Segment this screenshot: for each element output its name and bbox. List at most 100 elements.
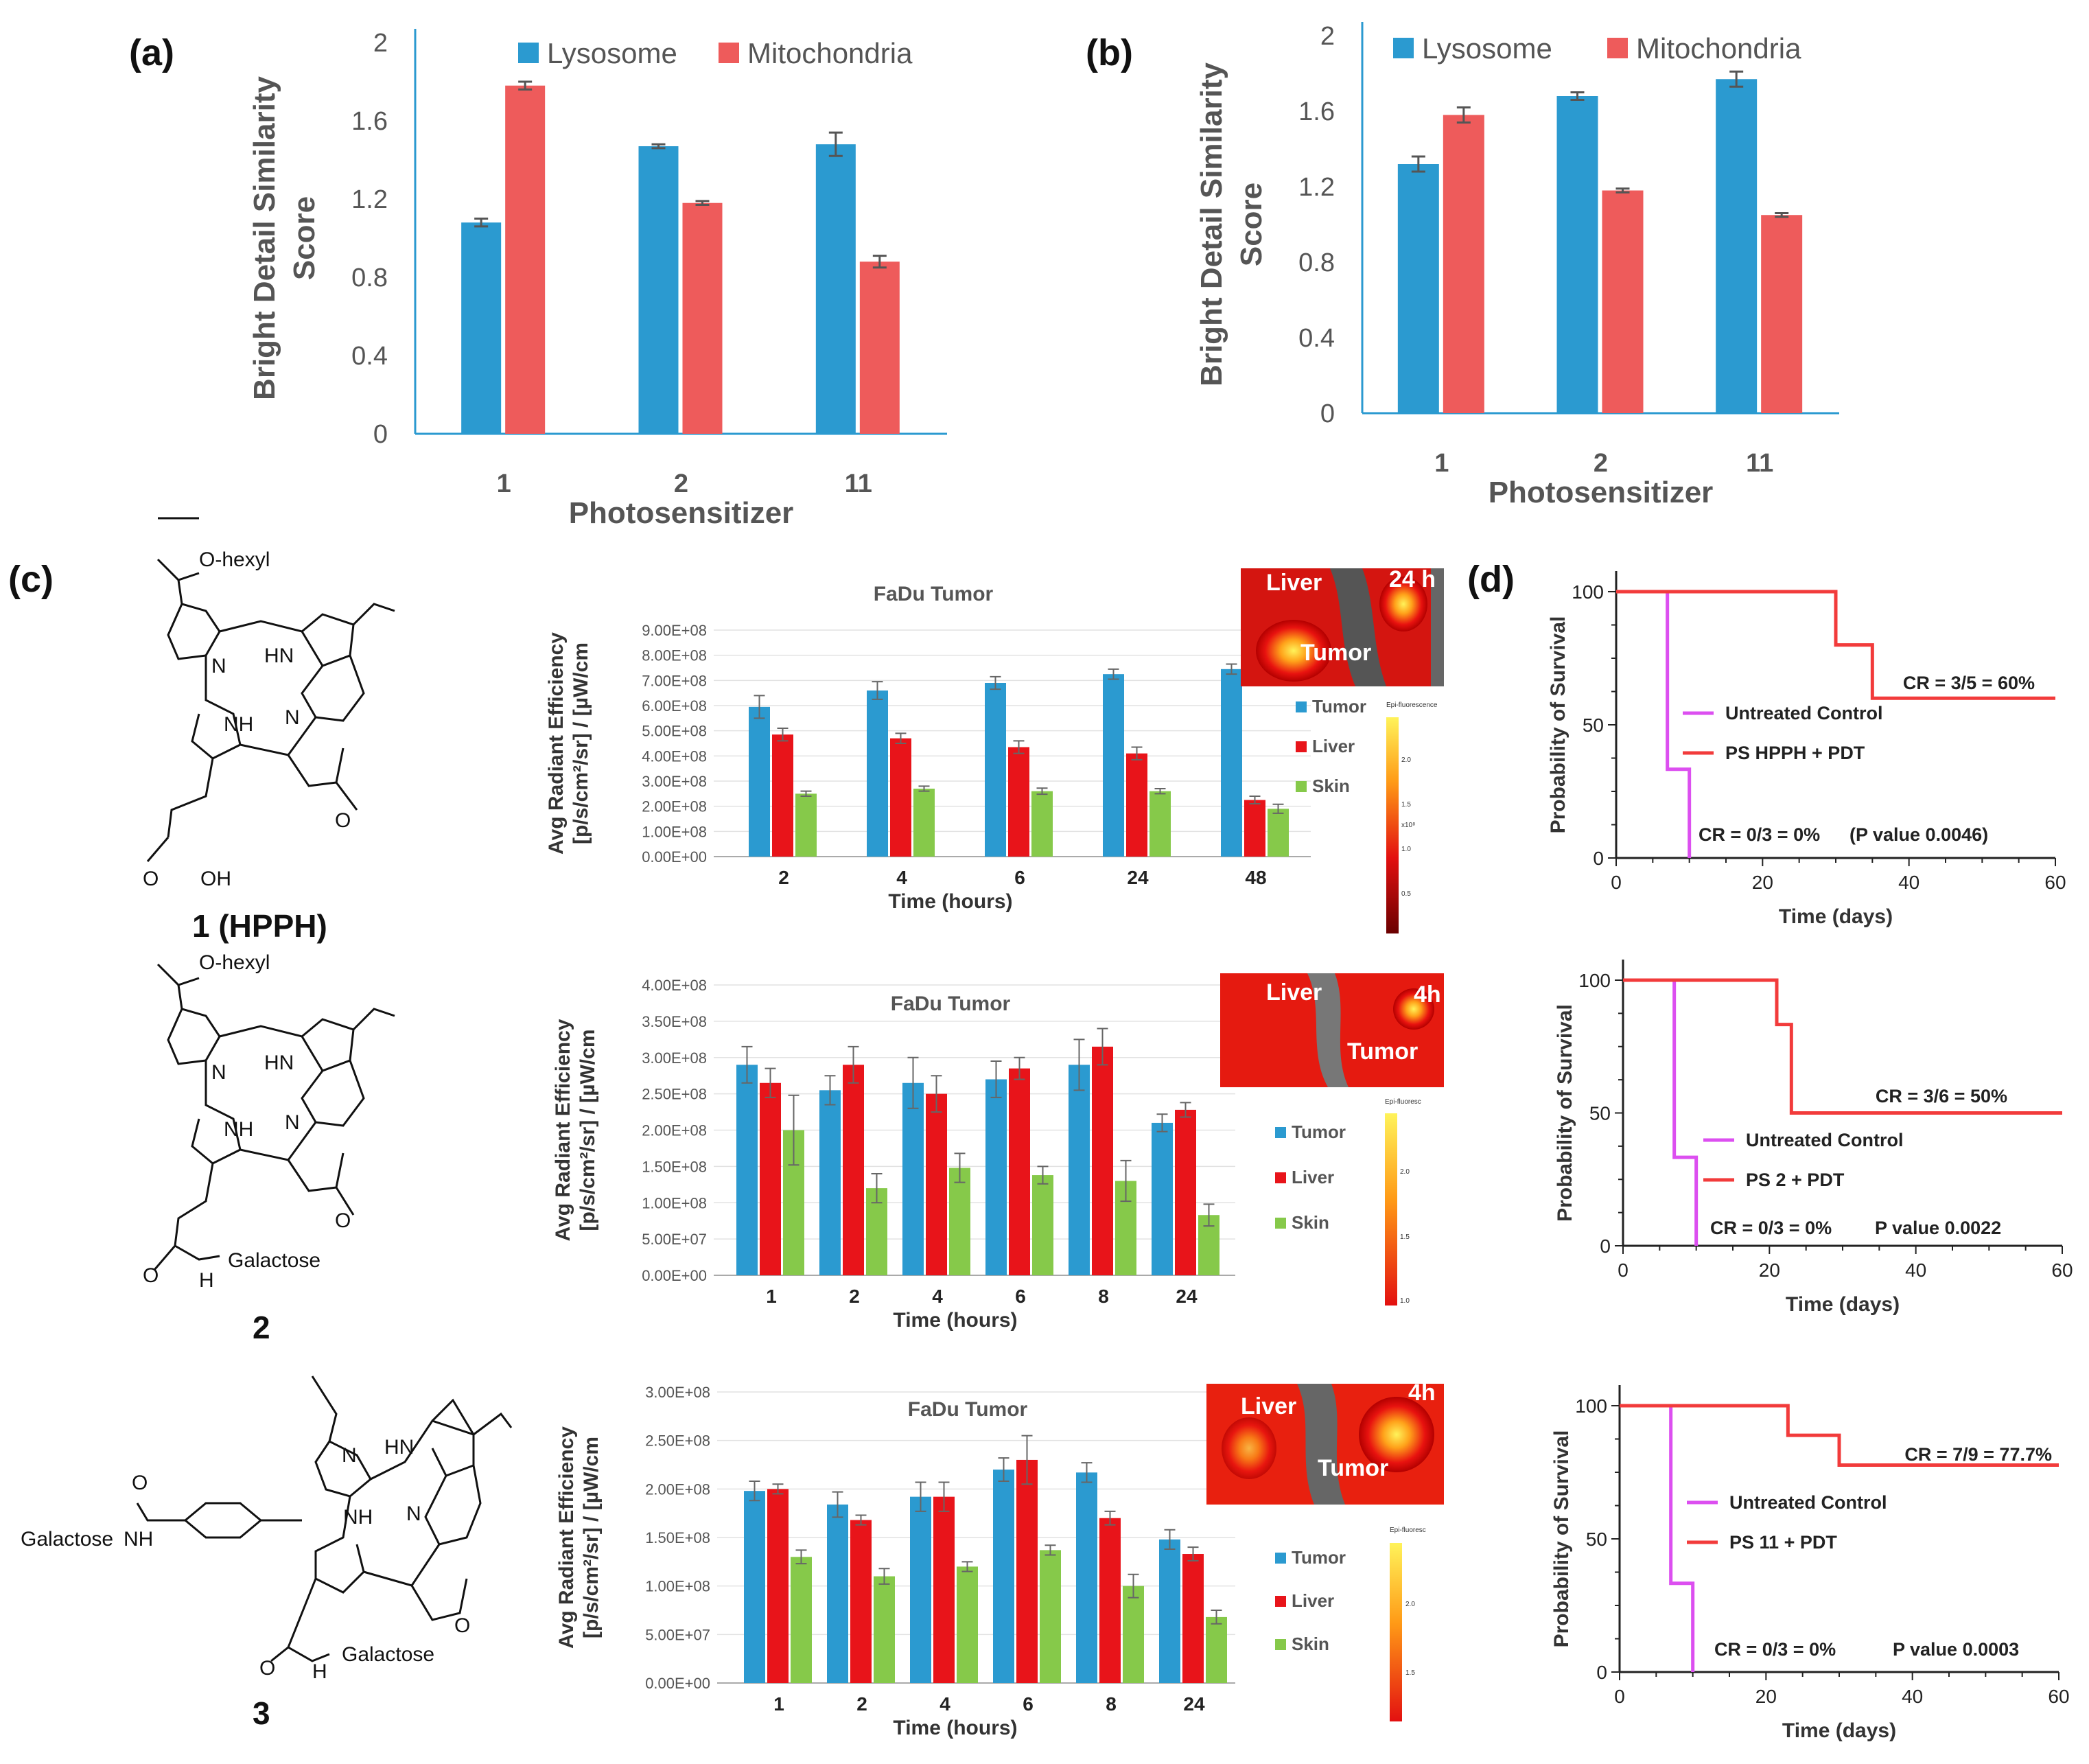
structure-1-ring-a bbox=[156, 558, 221, 660]
x-tick-label: 60 bbox=[2051, 1260, 2073, 1281]
structure-3-exocycle bbox=[410, 1578, 468, 1621]
chart-b-bar-similarity: 0 0.4 0.8 1.2 1.6 2 1 2 11 Lysosome Mitochondria Br… bbox=[1195, 22, 1839, 509]
bar-tumor bbox=[736, 1065, 758, 1275]
y-axis-title-line: Bright Detail Similarity bbox=[248, 76, 281, 400]
y-axis-title: Probability of Survival bbox=[1547, 616, 1569, 834]
annotation: P value 0.0022 bbox=[1875, 1218, 2001, 1238]
bar-tumor bbox=[985, 1079, 1007, 1275]
bar-liver bbox=[1016, 1459, 1038, 1683]
inset-image-1: Liver Tumor 24 h Epi-fluorescence 2.0 1.… bbox=[1241, 566, 1444, 933]
structure-3-amide-left: Galactose bbox=[21, 1528, 113, 1551]
x-tick-label: 1 bbox=[773, 1693, 784, 1715]
error-bar bbox=[938, 1481, 950, 1512]
bar-liver bbox=[1182, 1554, 1204, 1683]
error-bar bbox=[872, 255, 887, 269]
y-tick-label: 0 bbox=[1600, 1235, 1611, 1257]
error-bar bbox=[998, 1457, 1010, 1483]
bar-tumor bbox=[744, 1491, 765, 1683]
x-tick-label: 48 bbox=[1245, 867, 1266, 888]
structure-3-phenyl bbox=[136, 1502, 302, 1539]
y-tick-label: 5.00E+07 bbox=[642, 1231, 707, 1248]
error-bar bbox=[918, 785, 930, 792]
atom-label: O bbox=[143, 868, 159, 890]
error-bar bbox=[1187, 1546, 1199, 1562]
error-bar bbox=[1021, 1435, 1033, 1485]
survival-curve-treated bbox=[1620, 1404, 2059, 1467]
survival-curve-control bbox=[1616, 590, 1692, 858]
y-axis-title-line: Bright Detail Similarity bbox=[1195, 62, 1228, 386]
atom-label: O bbox=[143, 1264, 159, 1287]
x-tick-label: 0 bbox=[1618, 1260, 1629, 1281]
legend-swatch bbox=[1275, 1596, 1286, 1607]
error-bar bbox=[741, 1045, 753, 1084]
y-axis-title: Probability of Survival bbox=[1550, 1430, 1573, 1648]
chart-a-bar-similarity: 0 0.4 0.8 1.2 1.6 2 1 2 11 Lysosome Mitochondria Br… bbox=[248, 29, 947, 530]
legend-label: Lysosome bbox=[1422, 32, 1552, 65]
bar-tumor bbox=[902, 1082, 924, 1275]
y-axis-title: Avg Radiant Efficiency [p/s/cm²/sr] / [µW… bbox=[545, 632, 592, 855]
inset-1-hotspot-tumor bbox=[1379, 577, 1427, 631]
x-tick-label: 0 bbox=[1614, 1686, 1625, 1707]
chart-c1-biodistribution-hpph: 0.00E+00 1.00E+08 2.00E+08 3.00E+08 4.00E+08… bbox=[545, 583, 1366, 913]
inset-image-2: Liver Tumor 4h Epi-fluoresc 2.0 1.5 1.0 bbox=[1220, 973, 1444, 1305]
atom-label: NH bbox=[224, 1118, 253, 1141]
annotation: CR = 3/5 = 60% bbox=[1903, 673, 2035, 693]
x-axis-title: Time (hours) bbox=[893, 1309, 1017, 1332]
legend-label: PS HPPH + PDT bbox=[1725, 743, 1865, 763]
annotation: CR = 3/6 = 50% bbox=[1876, 1086, 2007, 1106]
y-axis-title: Bright Detail Similarity Score bbox=[1195, 62, 1268, 386]
structure-compound-3 bbox=[136, 1376, 513, 1662]
bar-mitochondria bbox=[1602, 190, 1644, 413]
bar-skin bbox=[949, 1168, 970, 1275]
y-tick-label: 2.50E+08 bbox=[645, 1432, 710, 1450]
structure-2-amide-group: Galactose bbox=[228, 1249, 320, 1272]
inset-1-scale-tick: 1.5 bbox=[1401, 801, 1411, 809]
structure-3-label: 3 bbox=[253, 1695, 270, 1731]
error-bar bbox=[1131, 746, 1143, 761]
error-bar bbox=[1226, 663, 1237, 675]
legend-swatch bbox=[1296, 741, 1307, 752]
chart-c2-biodistribution-ps2: 0.00E+00 5.00E+07 1.00E+08 1.50E+08 2.00E+08… bbox=[552, 977, 1346, 1332]
annotation: CR = 7/9 = 77.7% bbox=[1904, 1444, 2052, 1465]
bar-liver bbox=[1175, 1109, 1196, 1275]
y-tick-label: 1.00E+08 bbox=[642, 1194, 707, 1211]
structure-1-label: 1 (HPPH) bbox=[192, 908, 327, 944]
bar-tumor bbox=[1221, 669, 1242, 857]
error-bar bbox=[990, 1060, 1002, 1098]
bar-tumor bbox=[1069, 1065, 1090, 1275]
atom-label: O bbox=[335, 1209, 351, 1232]
y-tick-label: 0.00E+00 bbox=[645, 1675, 710, 1692]
x-tick-label: 24 bbox=[1127, 867, 1149, 888]
x-tick-label: 2 bbox=[778, 867, 789, 888]
structure-1-ring-d bbox=[167, 655, 317, 838]
structure-2-ring-a bbox=[156, 963, 221, 1065]
error-bar bbox=[907, 1056, 919, 1109]
legend-swatch bbox=[1275, 1639, 1286, 1650]
atom-label: HN bbox=[264, 1052, 294, 1074]
x-tick-label: 20 bbox=[1759, 1260, 1780, 1281]
bar-skin bbox=[1149, 791, 1171, 857]
survival-curve-control bbox=[1623, 978, 1699, 1246]
error-bar bbox=[1156, 1113, 1168, 1133]
y-tick-label: 3.50E+08 bbox=[642, 1013, 707, 1030]
error-bar bbox=[931, 1075, 942, 1113]
y-tick-label: 3.00E+08 bbox=[645, 1384, 710, 1401]
error-bar bbox=[915, 1481, 926, 1512]
x-tick-label: 60 bbox=[2044, 872, 2066, 893]
legend-swatch bbox=[1296, 781, 1307, 792]
error-bar bbox=[1180, 1102, 1191, 1118]
legend-label: Tumor bbox=[1292, 1547, 1346, 1568]
y-tick-label: 0 bbox=[373, 420, 388, 449]
atom-label: N bbox=[285, 706, 300, 729]
error-bar bbox=[754, 695, 765, 719]
error-bar bbox=[749, 1481, 760, 1502]
bar-skin bbox=[1206, 1616, 1227, 1683]
bar-tumor bbox=[819, 1090, 841, 1275]
legend-label: Skin bbox=[1312, 776, 1350, 796]
legend-label: Lysosome bbox=[547, 37, 677, 69]
atom-label: O bbox=[335, 809, 351, 832]
x-tick-label: 2 bbox=[1594, 449, 1608, 478]
x-tick-label: 8 bbox=[1098, 1286, 1109, 1307]
x-tick-label: 40 bbox=[1905, 1260, 1926, 1281]
